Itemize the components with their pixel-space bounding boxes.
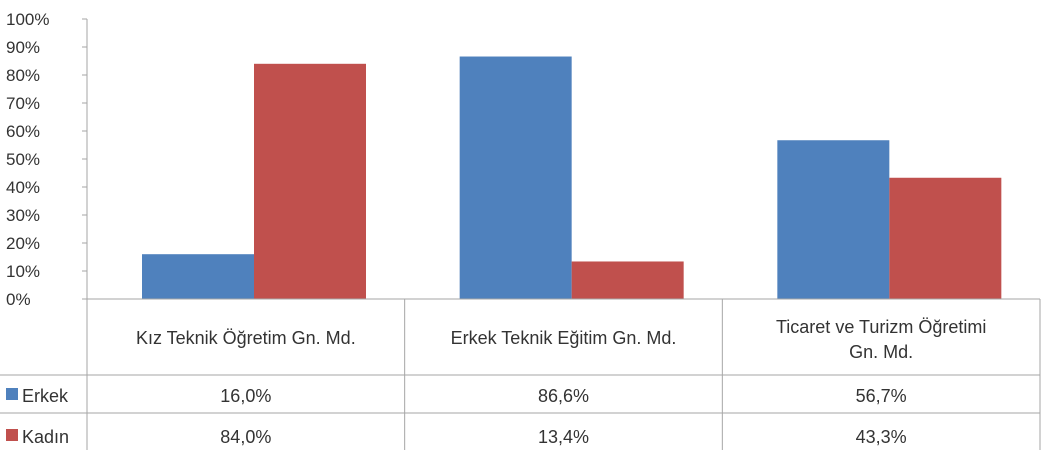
category-label: Kız Teknik Öğretim Gn. Md.: [136, 328, 356, 348]
legend-swatch-kadın: [6, 429, 18, 441]
bar-erkek-1: [459, 56, 572, 299]
data-label-kadın: 13,4%: [538, 427, 589, 447]
category-label: Gn. Md.: [849, 342, 913, 362]
data-label-kadın: 84,0%: [220, 427, 271, 447]
bar-kadın-0: [254, 63, 366, 299]
data-label-kadın: 43,3%: [856, 427, 907, 447]
y-tick-label: 60%: [6, 122, 40, 141]
legend-label-erkek: Erkek: [22, 386, 69, 406]
bar-layer: [142, 56, 1002, 299]
legend-swatch-erkek: [6, 388, 18, 400]
y-tick-label: 90%: [6, 38, 40, 57]
y-tick-label: 10%: [6, 262, 40, 281]
category-label: Ticaret ve Turizm Öğretimi: [776, 317, 986, 337]
y-tick-label: 30%: [6, 206, 40, 225]
bar-erkek-0: [142, 254, 254, 299]
category-label: Erkek Teknik Eğitim Gn. Md.: [451, 328, 677, 348]
y-tick-label: 40%: [6, 178, 40, 197]
bar-kadın-2: [889, 177, 1002, 299]
axis-layer: 0% 10% 20% 30% 40% 50% 60% 70% 80% 90% 100%: [6, 10, 88, 450]
y-tick-label: 0%: [6, 290, 31, 309]
y-tick-label: 100%: [6, 10, 49, 29]
data-label-erkek: 56,7%: [856, 386, 907, 406]
y-tick-label: 70%: [6, 94, 40, 113]
data-label-erkek: 86,6%: [538, 386, 589, 406]
data-table: Kız Teknik Öğretim Gn. Md. Erkek Teknik E…: [0, 298, 1041, 450]
y-tick-label: 80%: [6, 66, 40, 85]
legend-label-kadın: Kadın: [22, 427, 69, 447]
y-tick-label: 20%: [6, 234, 40, 253]
bar-erkek-2: [777, 140, 890, 299]
data-label-erkek: 16,0%: [220, 386, 271, 406]
bar-kadın-1: [571, 261, 684, 299]
y-tick-label: 50%: [6, 150, 40, 169]
